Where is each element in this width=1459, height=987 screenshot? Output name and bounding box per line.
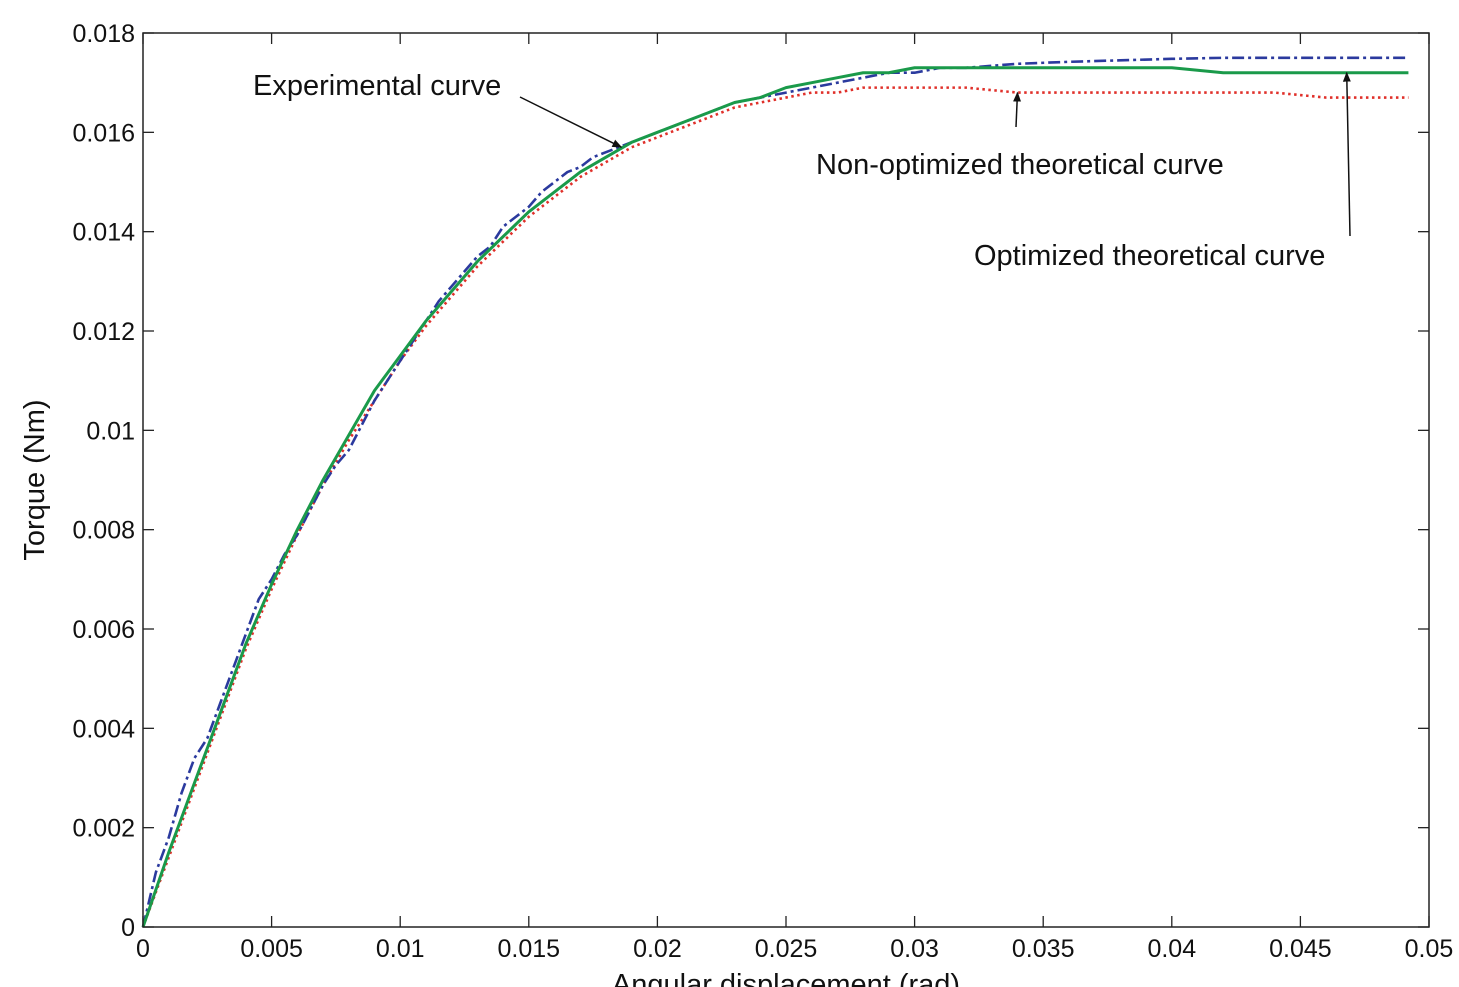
tick-labels: 0 0.005 0.01 0.015 0.02 0.025 0.03 0.035 0.04 0.0… [72, 20, 1453, 963]
series-line-experimental-curve [141, 56, 1409, 928]
x-tick-label: 0.035 [1012, 935, 1075, 963]
x-tick-label: 0.04 [1147, 935, 1196, 963]
x-tick-label: 0.05 [1405, 935, 1454, 963]
y-tick-label: 0.012 [72, 318, 135, 346]
annotations: Experimental curve Non-optimized theoreti… [253, 70, 1351, 272]
y-tick-label: 0.008 [72, 517, 135, 545]
y-axis-label: Torque (Nm) [19, 399, 51, 560]
series-layer [141, 56, 1409, 928]
series-line-optimized-theoretical-curve [141, 66, 1409, 928]
x-tick-label: 0.005 [240, 935, 303, 963]
y-tick-label: 0.002 [72, 815, 135, 843]
x-tick-label: 0.02 [633, 935, 682, 963]
x-axis-label: Angular displacement (rad) [612, 969, 960, 987]
annotation-arrow-non-optimized-theoretical-curve [1013, 91, 1022, 128]
y-tick-label: 0.01 [86, 417, 135, 445]
annotation-experimental-curve: Experimental curve [253, 70, 501, 102]
x-tick-label: 0.025 [755, 935, 818, 963]
x-tick-label: 0.015 [498, 935, 561, 963]
x-tick-label: 0.045 [1269, 935, 1332, 963]
y-tick-label: 0.004 [72, 715, 135, 743]
x-tick-label: 0.03 [890, 935, 939, 963]
y-tick-label: 0 [121, 914, 135, 942]
y-tick-label: 0.016 [72, 119, 135, 147]
annotation-arrow-optimized-theoretical-curve [1342, 71, 1351, 237]
y-tick-label: 0.018 [72, 20, 135, 48]
y-tick-label: 0.006 [72, 616, 135, 644]
annotation-arrow-experimental-curve [519, 96, 623, 148]
plot-area-frame [142, 32, 1430, 928]
axis-ticks [142, 32, 1430, 928]
y-tick-label: 0.014 [72, 219, 135, 247]
annotation-non-optimized-theoretical-curve: Non-optimized theoretical curve [816, 149, 1224, 181]
series-line-non-optimized-theoretical-curve [141, 86, 1409, 928]
x-tick-label: 0 [136, 935, 150, 963]
x-tick-label: 0.01 [376, 935, 425, 963]
annotation-optimized-theoretical-curve: Optimized theoretical curve [974, 240, 1325, 272]
